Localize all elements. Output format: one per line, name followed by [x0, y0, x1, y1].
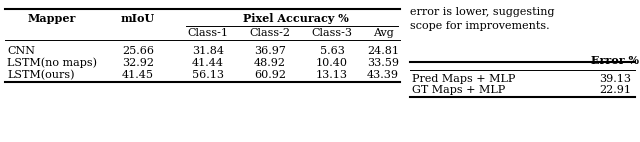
Text: 48.92: 48.92 — [254, 58, 286, 68]
Text: 31.84: 31.84 — [192, 46, 224, 56]
Text: 5.63: 5.63 — [319, 46, 344, 56]
Text: 13.13: 13.13 — [316, 70, 348, 80]
Text: Class-2: Class-2 — [250, 28, 291, 38]
Text: 32.92: 32.92 — [122, 58, 154, 68]
Text: mIoU: mIoU — [121, 13, 155, 25]
Text: 25.66: 25.66 — [122, 46, 154, 56]
Text: 60.92: 60.92 — [254, 70, 286, 80]
Text: LSTM(no maps): LSTM(no maps) — [7, 58, 97, 68]
Text: Error %: Error % — [591, 55, 639, 65]
Text: 24.81: 24.81 — [367, 46, 399, 56]
Text: Mapper: Mapper — [28, 13, 76, 25]
Text: 43.39: 43.39 — [367, 70, 399, 80]
Text: Class-3: Class-3 — [312, 28, 353, 38]
Text: 33.59: 33.59 — [367, 58, 399, 68]
Text: 56.13: 56.13 — [192, 70, 224, 80]
Text: 41.44: 41.44 — [192, 58, 224, 68]
Text: Pixel Accuracy %: Pixel Accuracy % — [243, 13, 348, 25]
Text: 36.97: 36.97 — [254, 46, 286, 56]
Text: Pred Maps + MLP: Pred Maps + MLP — [412, 74, 515, 84]
Text: 41.45: 41.45 — [122, 70, 154, 80]
Text: 39.13: 39.13 — [599, 74, 631, 84]
Text: 22.91: 22.91 — [599, 85, 631, 95]
Text: GT Maps + MLP: GT Maps + MLP — [412, 85, 505, 95]
Text: Class-1: Class-1 — [188, 28, 228, 38]
Text: scope for improvements.: scope for improvements. — [410, 21, 550, 31]
Text: 10.40: 10.40 — [316, 58, 348, 68]
Text: LSTM(ours): LSTM(ours) — [7, 70, 74, 80]
Text: Avg: Avg — [372, 28, 394, 38]
Text: CNN: CNN — [7, 46, 35, 56]
Text: error is lower, suggesting: error is lower, suggesting — [410, 7, 554, 17]
